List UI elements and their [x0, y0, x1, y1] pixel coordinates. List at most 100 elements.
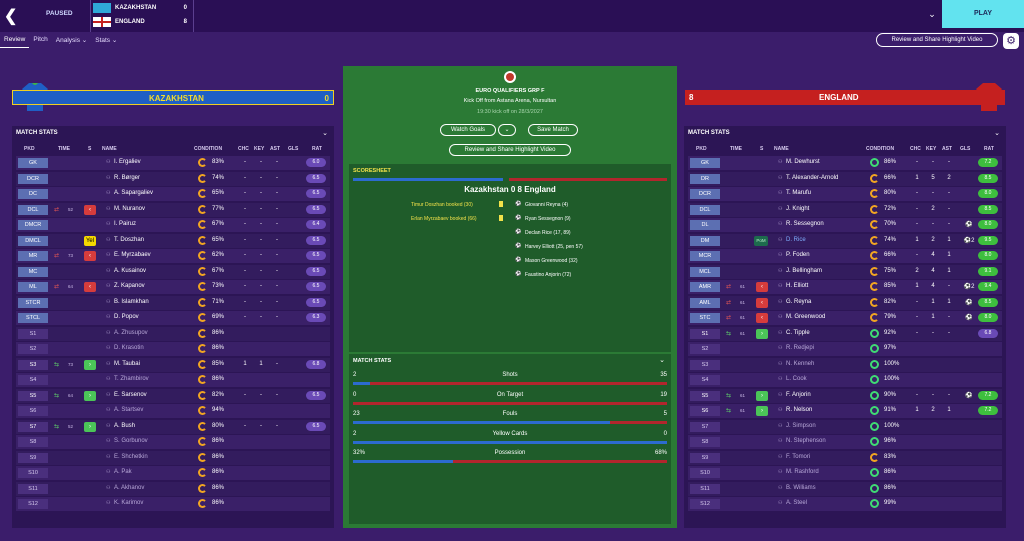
- chevron-right-icon[interactable]: ›: [756, 406, 768, 416]
- player-name[interactable]: D. Rice: [786, 236, 806, 243]
- player-row[interactable]: AML ⇄ 61 ‹ ⚇ G. Reyna 82% - 1 1 ⚽ 8.5: [688, 295, 1002, 310]
- col-pkd[interactable]: PKD: [24, 146, 35, 152]
- player-row[interactable]: DM PoM ⚇ D. Rice 74% 1 2 1 ⚽2 9.5: [688, 233, 1002, 248]
- tab-review[interactable]: Review: [0, 34, 30, 48]
- player-name[interactable]: A. Kusainov: [114, 267, 147, 274]
- player-row[interactable]: DMCR ⚇ I. Pairuz 67% - - - 6.4: [16, 218, 330, 232]
- player-name[interactable]: A. Bush: [114, 422, 136, 429]
- player-row[interactable]: MCL ⚇ J. Bellingham 75% 2 4 1 9.1: [688, 264, 1002, 279]
- player-name[interactable]: G. Reyna: [786, 298, 812, 305]
- player-row[interactable]: STCL ⚇ D. Popov 69% - - - 6.3: [16, 311, 330, 325]
- col-time[interactable]: TIME: [58, 146, 70, 152]
- player-row[interactable]: GK ⚇ M. Dewhurst 86% - - - 7.2: [688, 156, 1002, 170]
- col-name[interactable]: NAME: [102, 146, 117, 152]
- col-ast[interactable]: AST: [270, 146, 280, 152]
- player-row[interactable]: GK ⚇ I. Ergaliev 83% - - - 6.0: [16, 156, 330, 170]
- player-row[interactable]: S11 ⚇ B. Williams 86%: [688, 481, 1002, 496]
- player-name[interactable]: J. Knight: [786, 205, 810, 212]
- watch-goals-dropdown[interactable]: ⌄: [498, 124, 516, 136]
- player-name[interactable]: A. Pak: [114, 469, 132, 475]
- player-name[interactable]: M. Taubai: [114, 360, 140, 367]
- player-row[interactable]: ML ⇄ 64 ‹ ⚇ Z. Kapanov 73% - - - 6.5: [16, 280, 330, 294]
- player-name[interactable]: A. Startsev: [114, 407, 144, 413]
- player-name[interactable]: Z. Kapanov: [114, 283, 145, 289]
- review-share-video-button[interactable]: Review and Share Highlight Video: [449, 144, 571, 156]
- player-name[interactable]: T. Zhambirov: [114, 376, 149, 382]
- player-row[interactable]: S1 ⚇ A. Zhusupov 86%: [16, 326, 330, 341]
- player-row[interactable]: S7 ⚇ J. Simpson 100%: [688, 419, 1002, 434]
- player-row[interactable]: AMR ⇄ 61 ‹ ⚇ H. Elliott 85% 1 4 - ⚽2 9.4: [688, 280, 1002, 294]
- player-name[interactable]: T. Marufu: [786, 190, 812, 196]
- player-name[interactable]: E. Sarsenov: [114, 391, 147, 398]
- player-name[interactable]: F. Anjorin: [786, 391, 811, 398]
- player-row[interactable]: S11 ⚇ A. Akhanov 86%: [16, 481, 330, 496]
- player-name[interactable]: E. Shchetkin: [114, 453, 148, 460]
- play-button[interactable]: PLAY: [942, 0, 1024, 28]
- player-row[interactable]: S1 ⇆ 61 › ⚇ C. Tipple 92% - - - 6.8: [688, 326, 1002, 341]
- gear-icon[interactable]: ⚙: [1003, 33, 1019, 49]
- player-row[interactable]: S2 ⚇ R. Redjepi 97%: [688, 342, 1002, 356]
- player-name[interactable]: M. Greenwood: [786, 314, 826, 320]
- player-row[interactable]: STCR ⚇ B. Islamkhan 71% - - - 6.5: [16, 295, 330, 310]
- player-row[interactable]: DR ⚇ T. Alexander-Arnold 66% 1 5 2 8.5: [688, 171, 1002, 186]
- player-name[interactable]: M. Dewhurst: [786, 159, 820, 165]
- chevron-down-icon[interactable]: ⌄: [659, 357, 665, 364]
- player-row[interactable]: MR ⇄ 73 ‹ ⚇ E. Myrzabaev 62% - - - 6.5: [16, 249, 330, 263]
- player-name[interactable]: M. Rashford: [786, 469, 819, 475]
- col-chc[interactable]: CHC: [910, 146, 921, 152]
- player-name[interactable]: D. Krasotin: [114, 345, 144, 351]
- player-row[interactable]: S8 ⚇ N. Stephenson 96%: [688, 435, 1002, 449]
- col-rat[interactable]: RAT: [984, 146, 994, 152]
- player-name[interactable]: R. Børger: [114, 174, 141, 181]
- tab-stats[interactable]: Stats ⌄: [95, 37, 118, 44]
- player-row[interactable]: S6 ⇆ 61 › ⚇ R. Nelson 91% 1 2 1 7.2: [688, 404, 1002, 418]
- player-name[interactable]: L. Cook: [786, 376, 807, 382]
- player-row[interactable]: S5 ⇆ 61 › ⚇ F. Anjorin 90% - - - ⚽ 7.2: [688, 388, 1002, 403]
- player-row[interactable]: MCR ⚇ P. Foden 66% - 4 1 8.0: [688, 249, 1002, 263]
- player-name[interactable]: R. Nelson: [786, 407, 813, 413]
- col-name[interactable]: NAME: [774, 146, 789, 152]
- player-row[interactable]: S3 ⚇ N. Kenneh 100%: [688, 357, 1002, 372]
- player-name[interactable]: T. Alexander-Arnold: [786, 174, 839, 181]
- player-row[interactable]: S6 ⚇ A. Startsev 94%: [16, 404, 330, 418]
- player-row[interactable]: S12 ⚇ A. Steel 99%: [688, 497, 1002, 511]
- chevron-down-icon[interactable]: ⌄: [322, 130, 328, 137]
- player-row[interactable]: DCL ⚇ J. Knight 72% - 2 - 8.5: [688, 202, 1002, 217]
- chevron-left-icon[interactable]: ‹: [84, 204, 96, 215]
- player-row[interactable]: DCL ⇄ 52 ‹ ⚇ M. Nuranov 77% - - - 6.5: [16, 202, 330, 217]
- col-ast[interactable]: AST: [942, 146, 952, 152]
- player-row[interactable]: S2 ⚇ D. Krasotin 86%: [16, 342, 330, 356]
- player-name[interactable]: J. Bellingham: [786, 267, 823, 274]
- player-name[interactable]: K. Karimov: [114, 500, 144, 506]
- player-name[interactable]: J. Simpson: [786, 422, 816, 429]
- col-s[interactable]: S: [760, 146, 764, 152]
- chevron-left-icon[interactable]: ‹: [84, 251, 96, 261]
- col-gls[interactable]: GLS: [288, 146, 299, 152]
- chevron-down-icon[interactable]: ⌄: [994, 130, 1000, 137]
- player-row[interactable]: DC ⚇ A. Sapargaliev 65% - - - 6.5: [16, 187, 330, 201]
- player-row[interactable]: DCR ⚇ R. Børger 74% - - - 6.5: [16, 171, 330, 186]
- save-match-button[interactable]: Save Match: [528, 124, 578, 136]
- player-row[interactable]: S8 ⚇ S. Gorbunov 86%: [16, 435, 330, 449]
- player-row[interactable]: S10 ⚇ M. Rashford 86%: [688, 466, 1002, 480]
- player-name[interactable]: H. Elliott: [786, 283, 809, 289]
- player-name[interactable]: A. Akhanov: [114, 484, 145, 491]
- watch-goals-button[interactable]: Watch Goals: [440, 124, 496, 136]
- player-row[interactable]: S4 ⚇ T. Zhambirov 86%: [16, 373, 330, 387]
- col-pkd[interactable]: PKD: [696, 146, 707, 152]
- chevron-right-icon[interactable]: ›: [84, 359, 96, 370]
- col-time[interactable]: TIME: [730, 146, 742, 152]
- chevron-right-icon[interactable]: ›: [84, 390, 96, 401]
- player-row[interactable]: S9 ⚇ E. Shchetkin 86%: [16, 450, 330, 465]
- player-name[interactable]: N. Stephenson: [786, 438, 826, 444]
- player-name[interactable]: D. Popov: [114, 314, 139, 320]
- chevron-right-icon[interactable]: ›: [756, 390, 768, 401]
- chevron-left-icon[interactable]: ‹: [756, 282, 768, 292]
- chevron-left-icon[interactable]: ‹: [84, 282, 96, 292]
- player-row[interactable]: DL ⚇ R. Sessegnon 70% - - - ⚽ 8.0: [688, 218, 1002, 232]
- col-condition[interactable]: CONDITION: [866, 146, 895, 152]
- player-name[interactable]: B. Williams: [786, 484, 816, 491]
- player-name[interactable]: A. Zhusupov: [114, 329, 148, 336]
- player-row[interactable]: DCR ⚇ T. Marufu 80% - - - 8.0: [688, 187, 1002, 201]
- player-name[interactable]: E. Myrzabaev: [114, 252, 151, 258]
